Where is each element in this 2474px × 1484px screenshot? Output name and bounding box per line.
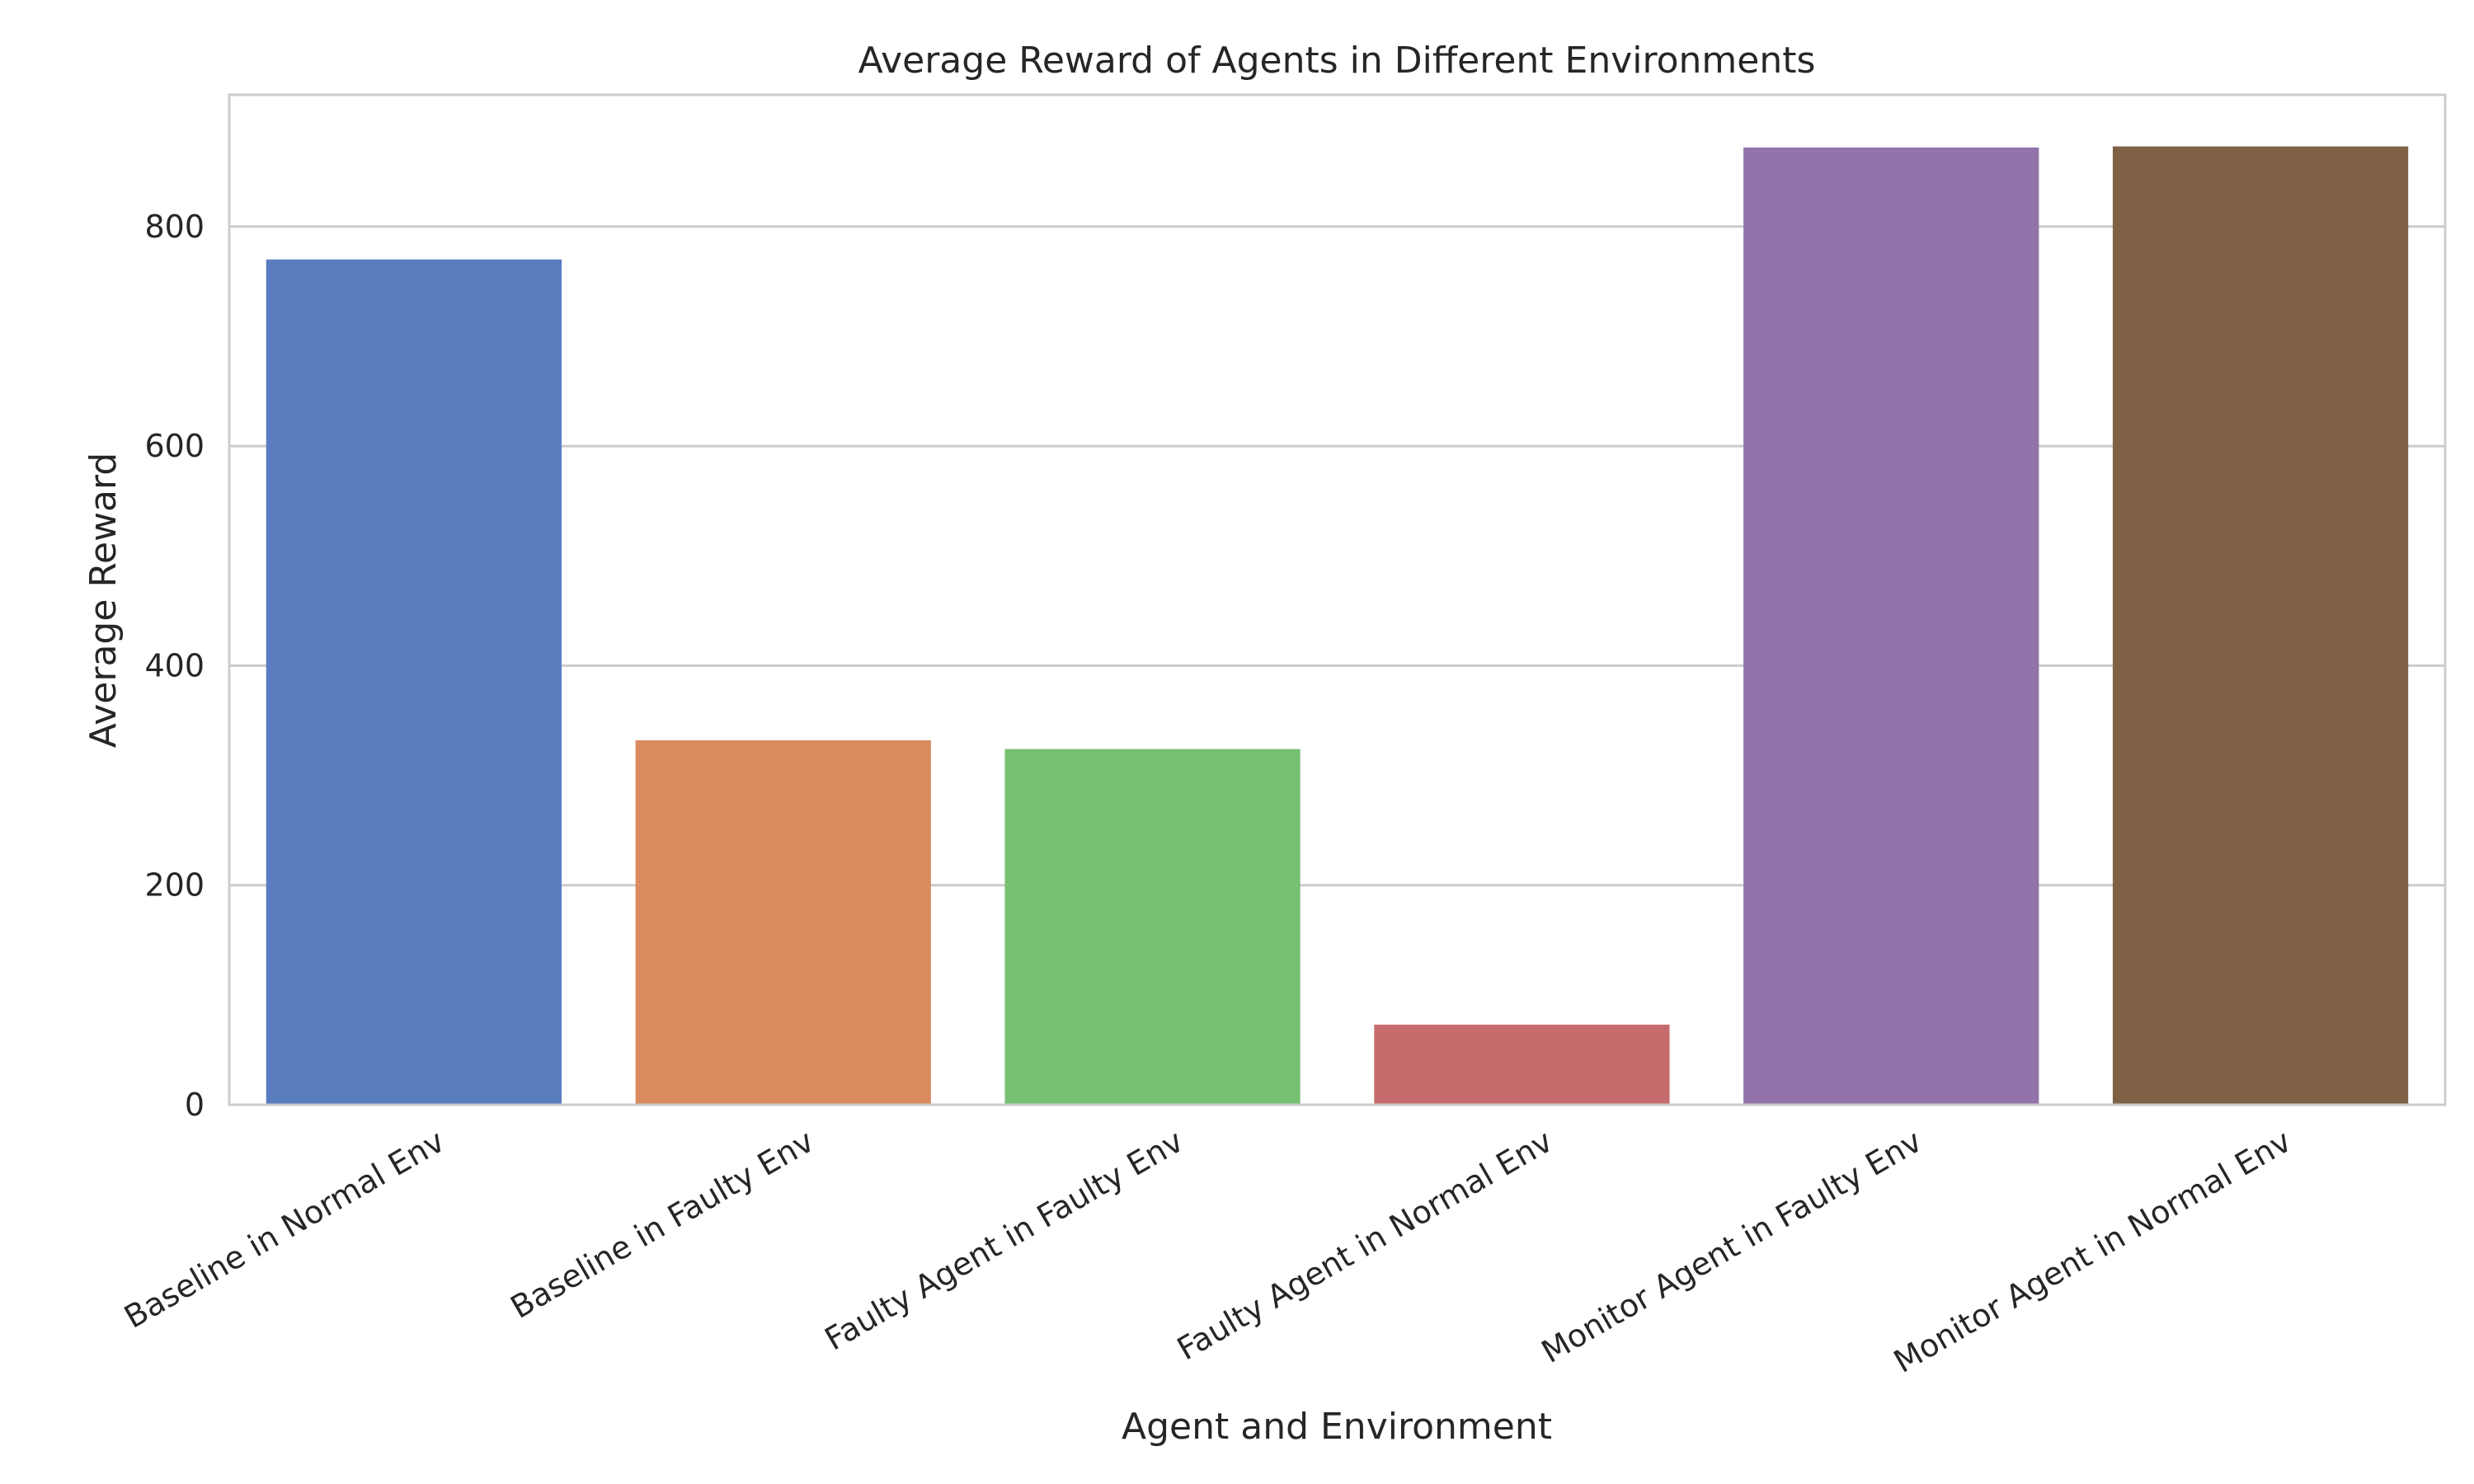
y-tick-label: 800: [144, 209, 205, 245]
y-tick-label: 400: [144, 647, 205, 683]
bar-1: [266, 259, 562, 1105]
bar-3: [1004, 749, 1300, 1105]
y-tick-labels: 0 200 400 600 800: [144, 209, 205, 1123]
y-tick-label: 600: [144, 428, 205, 464]
bar-4: [1374, 1024, 1670, 1105]
bar-6: [2112, 146, 2409, 1105]
plot-frame: [228, 93, 2447, 1106]
bar-2: [635, 740, 931, 1105]
y-tick-label: 200: [144, 867, 205, 904]
chart-title: Average Reward of Agents in Different En…: [858, 40, 1816, 82]
bar-5: [1743, 147, 2039, 1105]
bars: [266, 146, 2409, 1105]
x-axis-label: Agent and Environment: [1122, 1406, 1552, 1448]
y-axis-label: Average Reward: [82, 453, 125, 749]
y-tick-label: 0: [185, 1087, 205, 1123]
